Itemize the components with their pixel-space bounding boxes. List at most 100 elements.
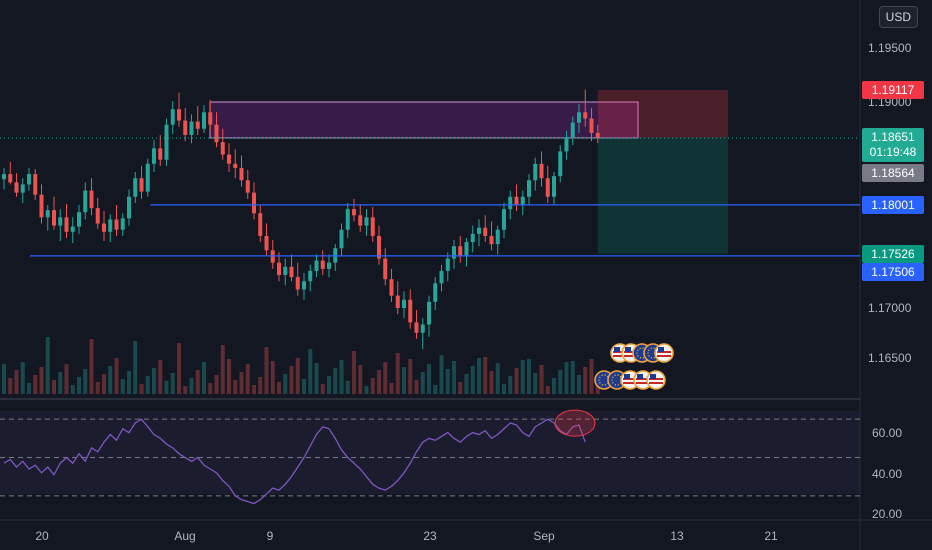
candle[interactable] [283,266,288,276]
candle[interactable] [389,279,394,296]
candle[interactable] [295,277,300,290]
level-high-price-tag[interactable]: 1.18001 [862,196,924,214]
candle[interactable] [258,213,263,236]
candle[interactable] [533,163,538,181]
candle[interactable] [577,112,581,123]
candle[interactable] [539,163,544,179]
candle[interactable] [239,167,244,181]
level-low-price-tag[interactable]: 1.17506 [862,263,924,281]
candle[interactable] [164,124,169,160]
candle[interactable] [77,212,81,227]
stop-price-tag[interactable]: 1.19117 [862,81,924,99]
candle[interactable] [370,217,375,236]
currency-selector[interactable]: USD [878,6,918,28]
candle[interactable] [545,178,550,197]
candle[interactable] [483,227,488,236]
candle[interactable] [508,196,513,210]
candle[interactable] [314,260,319,271]
candle[interactable] [320,260,325,269]
candle[interactable] [395,295,400,308]
candle[interactable] [477,227,481,234]
candle[interactable] [195,121,200,129]
us-flag-icon[interactable] [654,343,674,363]
candle[interactable] [95,208,100,224]
candle[interactable] [108,219,113,232]
candle[interactable] [458,246,463,257]
candle[interactable] [520,196,525,205]
candle[interactable] [33,174,38,195]
candle[interactable] [233,163,238,168]
candle[interactable] [183,120,188,135]
candle[interactable] [145,163,150,192]
candle[interactable] [8,174,13,183]
target-price-tag[interactable]: 1.17526 [862,245,924,263]
candle[interactable] [445,258,450,271]
candle[interactable] [558,151,563,177]
candle[interactable] [139,178,144,192]
candle[interactable] [70,226,75,232]
candle[interactable] [408,299,413,323]
candle[interactable] [52,210,56,226]
candle[interactable] [170,109,175,125]
candle[interactable] [327,262,331,269]
candle[interactable] [489,235,494,245]
candle[interactable] [345,209,350,230]
rsi-divergence-highlight[interactable] [554,409,596,437]
candle[interactable] [583,112,588,119]
candle[interactable] [502,209,506,230]
candle[interactable] [589,118,594,133]
candle[interactable] [20,184,25,193]
stop-loss-zone[interactable] [598,89,728,138]
candle[interactable] [383,258,388,280]
candle[interactable] [45,210,50,218]
candle[interactable] [120,218,125,230]
candle[interactable] [264,235,269,251]
candle[interactable] [358,215,363,226]
take-profit-zone[interactable] [598,137,728,254]
candle[interactable] [302,281,306,290]
candle[interactable] [414,322,419,333]
candle[interactable] [58,217,63,226]
candle[interactable] [595,132,600,138]
candle[interactable] [552,176,556,197]
candle[interactable] [220,142,225,155]
candle[interactable] [495,229,500,245]
candle[interactable] [2,174,6,180]
candle[interactable] [339,229,344,249]
candle[interactable] [114,219,119,230]
candle[interactable] [102,223,106,232]
us-flag-icon[interactable] [646,370,666,390]
candle[interactable] [289,266,294,278]
candle[interactable] [364,217,369,226]
candle[interactable] [89,190,94,209]
candle[interactable] [470,233,475,243]
candle[interactable] [420,324,425,333]
candle[interactable] [252,192,256,214]
prev-close-price-tag[interactable]: 1.18564 [862,164,924,182]
candle[interactable] [352,209,356,216]
candle[interactable] [433,283,438,302]
candle[interactable] [452,246,456,259]
candle[interactable] [177,109,181,121]
candle[interactable] [27,174,31,185]
candle[interactable] [127,196,131,219]
candle[interactable] [133,178,138,197]
candle[interactable] [427,301,431,325]
candle[interactable] [158,148,163,160]
candle[interactable] [64,217,69,232]
candle[interactable] [227,154,231,164]
candle[interactable] [189,121,194,135]
candle[interactable] [564,137,569,152]
candle[interactable] [152,148,156,164]
candle[interactable] [83,190,88,213]
candle[interactable] [377,235,381,259]
candle[interactable] [570,122,575,138]
rsi-line[interactable] [3,418,586,505]
candle[interactable] [14,182,19,193]
candle[interactable] [308,270,313,282]
candle[interactable] [277,262,281,276]
candle[interactable] [208,112,213,125]
candle[interactable] [245,180,250,193]
